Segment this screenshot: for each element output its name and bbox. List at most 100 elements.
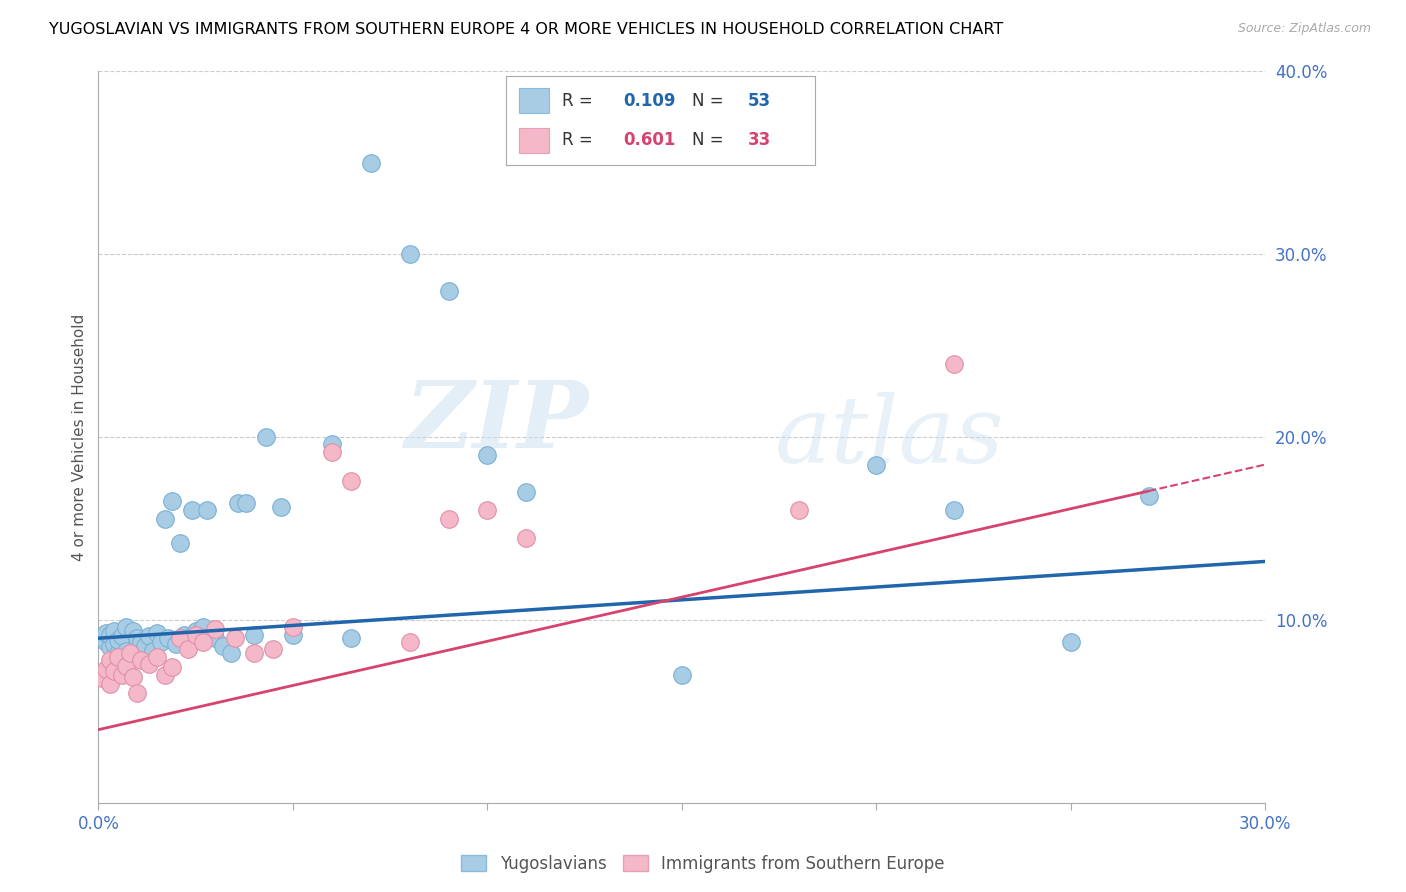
Point (98, 677, 121, 691)
Point (281, 627, 304, 641)
Point (122, 624, 145, 638)
Bar (519, 88, 550, 113)
Point (127, 632, 149, 646)
Point (184, 627, 207, 641)
Point (865, 458, 887, 472)
Point (114, 620, 136, 634)
Point (103, 664, 125, 678)
Point (204, 632, 226, 646)
Point (321, 444, 343, 458)
Point (195, 503, 218, 517)
Bar (519, 128, 550, 153)
Text: 53: 53 (748, 92, 770, 110)
Point (107, 633, 129, 648)
Point (671, 667, 693, 681)
Point (180, 503, 202, 517)
Point (281, 620, 304, 634)
Text: N =: N = (692, 131, 728, 149)
Point (107, 649, 129, 664)
Point (360, 156, 382, 170)
Point (254, 430, 277, 444)
Point (98, 653, 121, 667)
Point (169, 632, 191, 646)
Text: YUGOSLAVIAN VS IMMIGRANTS FROM SOUTHERN EUROPE 4 OR MORE VEHICLES IN HOUSEHOLD C: YUGOSLAVIAN VS IMMIGRANTS FROM SOUTHERN … (49, 22, 1004, 37)
Point (235, 496, 257, 510)
Point (243, 627, 266, 641)
Point (340, 474, 363, 488)
Legend: Yugoslavians, Immigrants from Southern Europe: Yugoslavians, Immigrants from Southern E… (454, 848, 952, 880)
Text: atlas: atlas (775, 392, 1005, 482)
Text: 33: 33 (748, 131, 770, 149)
Point (1137, 489, 1160, 503)
Point (943, 503, 966, 517)
Point (138, 629, 160, 643)
Point (212, 639, 235, 653)
Point (149, 635, 172, 649)
Point (515, 485, 537, 500)
Point (98, 640, 121, 655)
Point (114, 658, 136, 673)
Text: ZIP: ZIP (405, 377, 589, 467)
Point (1060, 635, 1083, 649)
Point (321, 437, 343, 451)
Point (787, 503, 810, 517)
Point (118, 646, 141, 660)
Point (103, 637, 125, 651)
Text: 0.601: 0.601 (624, 131, 676, 149)
Point (340, 632, 363, 646)
Point (228, 496, 250, 510)
Point (437, 512, 460, 526)
Point (103, 624, 125, 638)
Point (118, 653, 141, 667)
Point (91, 672, 114, 686)
Point (943, 357, 966, 371)
Text: Source: ZipAtlas.com: Source: ZipAtlas.com (1237, 22, 1371, 36)
Point (138, 657, 160, 671)
Point (193, 620, 215, 634)
Point (162, 494, 184, 508)
Point (146, 649, 169, 664)
Text: N =: N = (692, 92, 728, 110)
Point (107, 646, 129, 660)
Point (173, 627, 195, 641)
Point (398, 247, 420, 261)
Text: R =: R = (562, 131, 598, 149)
Point (169, 536, 191, 550)
Point (177, 632, 200, 646)
Point (96, 625, 118, 640)
Point (165, 637, 187, 651)
Point (122, 670, 145, 684)
Point (142, 644, 165, 658)
Point (129, 653, 152, 667)
Point (437, 284, 460, 298)
Point (224, 632, 246, 646)
Point (96, 635, 118, 649)
Point (153, 512, 176, 526)
Point (157, 632, 180, 646)
Point (91, 632, 114, 646)
Point (127, 686, 149, 700)
Point (111, 629, 134, 643)
Point (219, 646, 242, 660)
Text: 0.109: 0.109 (624, 92, 676, 110)
Point (153, 667, 176, 681)
Point (398, 635, 420, 649)
Point (243, 646, 266, 660)
Point (477, 449, 499, 463)
Point (114, 644, 136, 658)
Point (262, 642, 284, 657)
Point (270, 500, 292, 514)
Point (177, 642, 200, 657)
Point (98, 627, 121, 641)
Point (134, 639, 156, 653)
Point (96, 662, 118, 676)
Point (184, 624, 207, 638)
Text: R =: R = (562, 92, 598, 110)
Point (515, 531, 537, 545)
Point (193, 635, 215, 649)
Y-axis label: 4 or more Vehicles in Household: 4 or more Vehicles in Household (72, 313, 87, 561)
Point (146, 625, 169, 640)
Point (129, 635, 152, 649)
Point (162, 660, 184, 674)
Point (477, 503, 499, 517)
